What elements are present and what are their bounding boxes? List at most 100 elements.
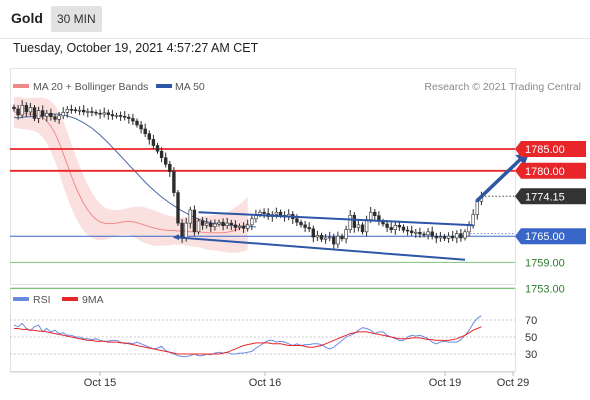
rsi-tick-50: 50 xyxy=(525,332,537,344)
candle-body xyxy=(311,228,315,238)
candle-body xyxy=(442,236,447,239)
candle-body xyxy=(98,112,102,115)
candle-body xyxy=(53,116,57,120)
channel-line-lower xyxy=(173,236,466,261)
candle-body xyxy=(446,235,451,239)
level-label-1785.00: 1785.00 xyxy=(525,144,565,156)
level-label-1780.00: 1780.00 xyxy=(525,166,565,178)
candle-body xyxy=(315,235,320,238)
current-price-tag xyxy=(515,188,586,205)
rsi-tick-70: 70 xyxy=(525,315,537,327)
candle-body xyxy=(393,224,397,230)
candle-body xyxy=(45,112,49,117)
candle-body xyxy=(16,108,20,116)
candle-body xyxy=(131,118,135,122)
candle-body xyxy=(168,163,172,172)
candle-body xyxy=(159,150,164,159)
bollinger-band xyxy=(14,96,248,253)
candle-body xyxy=(418,231,422,235)
candle-body xyxy=(86,111,90,113)
candle-body xyxy=(368,211,373,220)
candle-body xyxy=(143,128,147,135)
x-tick-oct-29: Oct 29 xyxy=(497,377,529,389)
candle-body xyxy=(184,222,188,239)
candle-body xyxy=(123,115,127,118)
candle-body xyxy=(69,109,74,111)
candle-body xyxy=(32,107,37,119)
candle-body xyxy=(28,107,33,113)
candle-body xyxy=(24,105,28,113)
candle-body xyxy=(250,218,254,226)
candle-body xyxy=(258,211,262,215)
candle-body xyxy=(262,211,266,214)
candle-body xyxy=(172,171,176,193)
candle-body xyxy=(90,111,94,113)
candle-body xyxy=(471,214,475,226)
rsi-tick-30: 30 xyxy=(525,349,537,361)
candle-body xyxy=(155,145,160,152)
candle-body xyxy=(196,220,201,233)
candle-body xyxy=(336,235,340,245)
candle-body xyxy=(307,227,311,230)
candle-body xyxy=(352,214,356,228)
candle-body xyxy=(426,231,430,236)
candle-body xyxy=(409,230,414,234)
candle-body xyxy=(438,236,443,239)
legend-swatch-9ma xyxy=(62,297,78,301)
legend-swatch-rsi xyxy=(13,297,29,301)
candle-body xyxy=(327,236,332,239)
candle-body xyxy=(40,110,45,117)
candle-body xyxy=(459,233,463,239)
candle-body xyxy=(139,124,143,130)
candle-body xyxy=(127,116,131,119)
legend-swatch-ma20 xyxy=(13,84,29,88)
candle-body xyxy=(303,224,307,228)
x-tick-oct-19: Oct 19 xyxy=(429,377,461,389)
chart-datetime: Tuesday, October 19, 2021 4:57:27 AM CET xyxy=(13,41,259,55)
candle-body xyxy=(401,226,406,231)
candle-body xyxy=(475,201,479,215)
candle-body xyxy=(430,231,434,237)
candle-body xyxy=(385,223,389,228)
candle-body xyxy=(205,222,209,226)
candle-body xyxy=(467,224,471,233)
candle-body xyxy=(106,112,111,115)
candle-body xyxy=(229,222,233,226)
candle-body xyxy=(180,222,184,239)
candle-body xyxy=(225,222,229,227)
top-bar: Gold 30 MIN xyxy=(0,0,590,39)
level-label-1753.00: 1753.00 xyxy=(525,284,565,296)
channel-line-upper xyxy=(198,211,474,227)
candle-body xyxy=(110,114,115,117)
candle-body xyxy=(356,224,361,228)
candle-body xyxy=(373,211,377,217)
candle-body xyxy=(340,235,344,240)
candle-body xyxy=(348,214,352,230)
candle-body xyxy=(397,224,402,228)
instrument-title: Gold xyxy=(11,10,43,26)
candle-body xyxy=(118,115,123,117)
candle-body xyxy=(209,222,213,227)
candle-body xyxy=(221,221,225,227)
candle-body xyxy=(20,105,24,116)
candle-body xyxy=(61,112,65,117)
candle-body xyxy=(102,112,106,115)
candle-body xyxy=(49,112,53,118)
level-tag-1780.00 xyxy=(515,162,586,179)
candle-body xyxy=(364,219,369,233)
timeframe-button[interactable]: 30 MIN xyxy=(51,6,102,32)
level-tag-1765.00 xyxy=(515,228,586,245)
candle-body xyxy=(414,231,418,234)
projection-arrow-shaft xyxy=(475,157,523,203)
candle-body xyxy=(434,235,438,239)
candle-body xyxy=(77,109,82,112)
candle-body xyxy=(237,225,242,228)
candle-body xyxy=(246,224,250,229)
candle-body xyxy=(94,112,98,114)
candle-body xyxy=(65,109,70,113)
candle-body xyxy=(463,231,467,239)
candle-body xyxy=(151,139,156,146)
candle-body xyxy=(274,211,279,215)
ma20-line xyxy=(13,111,248,234)
